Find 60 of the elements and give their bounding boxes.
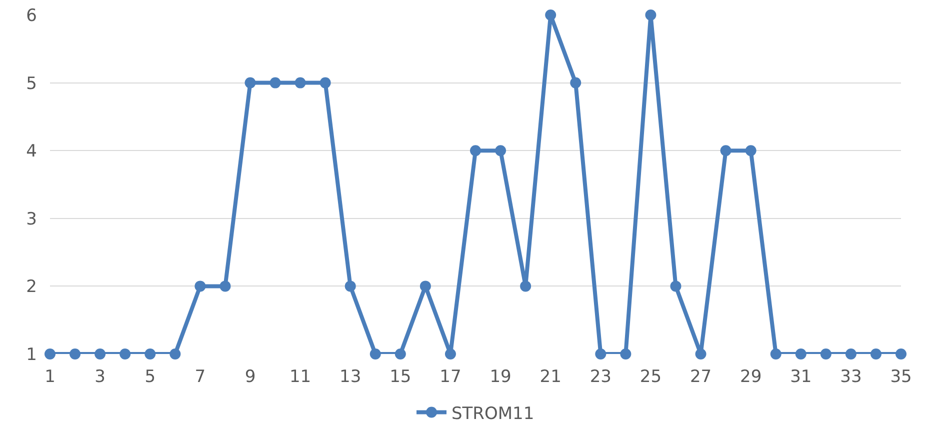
point: [194, 280, 206, 292]
point: [720, 145, 732, 156]
point: [120, 348, 131, 360]
point: [695, 348, 706, 360]
point: [820, 348, 832, 360]
point: [545, 10, 556, 20]
point: [270, 77, 281, 88]
x-tick-label: 29: [740, 367, 762, 387]
point: [394, 348, 406, 360]
point: [620, 348, 632, 360]
point: [144, 348, 156, 360]
point: [294, 77, 306, 88]
point: [244, 77, 256, 88]
x-tick-label: 33: [840, 367, 862, 387]
point: [795, 348, 806, 360]
x-tick-label: 31: [790, 367, 812, 387]
x-tick-label: 17: [440, 367, 462, 387]
x-tick-label: 1: [44, 367, 56, 387]
x-tick-label: 21: [540, 367, 562, 387]
point: [870, 348, 882, 360]
x-tick-label: 7: [194, 367, 206, 387]
point: [595, 348, 606, 360]
point: [645, 10, 656, 20]
point: [470, 145, 481, 156]
point: [745, 145, 756, 156]
point: [570, 77, 582, 88]
point: [670, 280, 682, 292]
point: [896, 348, 906, 360]
x-tick-label: 35: [890, 367, 912, 387]
x-tick-label: 11: [289, 367, 312, 387]
point: [370, 348, 381, 360]
y-tick-label: 5: [26, 74, 37, 94]
legend-label: STROM11: [452, 404, 534, 424]
point: [845, 348, 856, 360]
x-tick-label: 15: [390, 367, 412, 387]
point: [220, 280, 231, 292]
y-tick-label: 4: [26, 142, 37, 162]
point: [344, 280, 356, 292]
x-tick-label: 23: [590, 367, 612, 387]
x-tick-label: 19: [490, 367, 512, 387]
y-tick-label: 2: [26, 277, 37, 298]
point: [70, 348, 81, 360]
point: [770, 348, 782, 360]
y-tick-label: 6: [26, 6, 37, 26]
point: [170, 348, 181, 360]
x-tick-label: 13: [340, 367, 362, 387]
x-tick-label: 9: [244, 367, 256, 387]
point: [94, 348, 106, 360]
point: [420, 280, 431, 292]
point: [495, 145, 506, 156]
x-tick-label: 25: [640, 367, 662, 387]
y-tick-label: 3: [26, 209, 37, 230]
x-tick-label: 5: [144, 367, 156, 387]
point: [320, 77, 331, 88]
point: [520, 280, 532, 292]
x-tick-label: 27: [690, 367, 712, 387]
point: [444, 348, 456, 360]
y-tick-label: 1: [26, 344, 37, 365]
x-tick-label: 3: [94, 367, 106, 387]
point: [44, 348, 56, 360]
